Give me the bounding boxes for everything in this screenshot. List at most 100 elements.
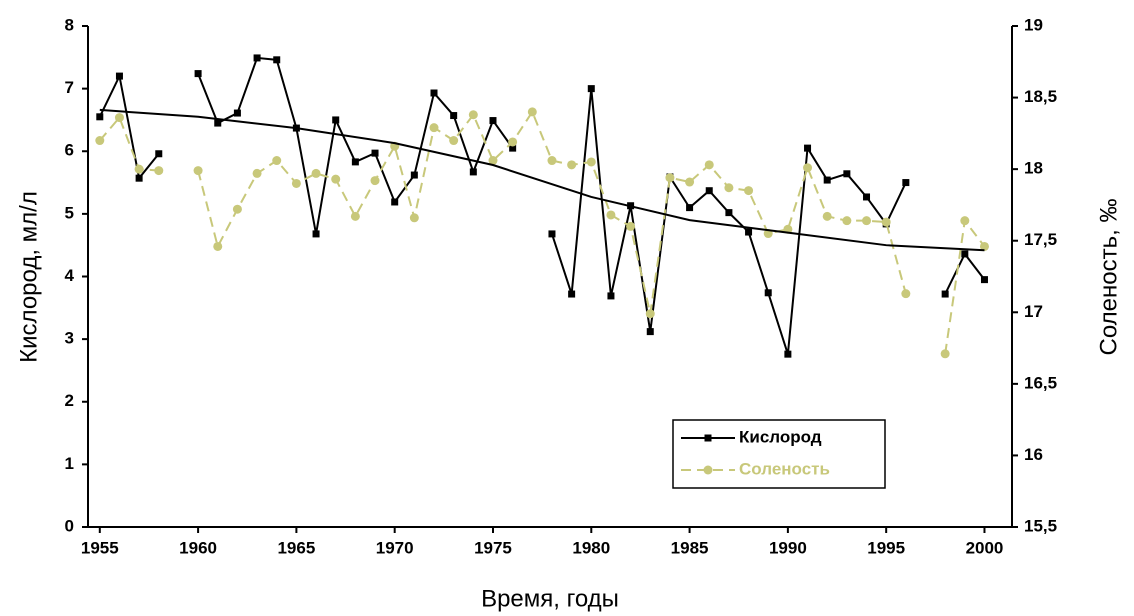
data-point: [744, 186, 754, 196]
data-point: [429, 123, 439, 133]
data-point: [961, 250, 969, 258]
data-point: [469, 168, 477, 176]
data-point: [468, 110, 478, 120]
data-point: [803, 163, 813, 173]
data-point: [331, 174, 341, 184]
y2-tick-label: 16,5: [1024, 373, 1057, 392]
x-tick-label: 1995: [867, 538, 905, 557]
data-point: [371, 149, 379, 157]
legend-label: Соленость: [739, 459, 830, 478]
data-point: [95, 136, 105, 146]
y-tick-label: 2: [65, 391, 74, 410]
legend-marker: [704, 434, 712, 442]
legend-marker: [703, 465, 713, 475]
data-point: [527, 107, 537, 117]
data-point: [115, 72, 123, 80]
data-point: [587, 85, 595, 93]
data-point: [350, 211, 360, 221]
y-tick-label: 5: [65, 203, 74, 222]
series-line: [99, 108, 985, 252]
data-point: [135, 174, 143, 182]
x-tick-label: 1960: [179, 538, 217, 557]
data-point: [725, 209, 733, 217]
data-point: [273, 56, 281, 64]
y2-axis-title: Соленость, ‰: [1095, 199, 1122, 356]
data-point: [193, 166, 203, 176]
data-point: [488, 156, 498, 166]
data-point: [941, 290, 949, 298]
data-point: [155, 150, 163, 158]
x-tick-label: 1975: [474, 538, 512, 557]
x-tick-label: 1980: [572, 538, 610, 557]
data-point: [901, 289, 911, 299]
series-line: [944, 218, 986, 354]
y-tick-label: 0: [65, 516, 74, 535]
series-line: [944, 252, 986, 295]
data-point: [940, 349, 950, 359]
series-line: [197, 109, 907, 314]
data-point: [489, 117, 497, 125]
data-point: [232, 204, 242, 214]
y2-tick-label: 15,5: [1024, 516, 1057, 535]
data-point: [724, 183, 734, 193]
y2-tick-label: 18,5: [1024, 87, 1057, 106]
data-point: [567, 160, 577, 170]
data-point: [291, 178, 301, 188]
data-point: [586, 157, 596, 167]
data-point: [863, 193, 871, 201]
data-point: [430, 89, 438, 97]
data-point: [705, 187, 713, 195]
data-point: [804, 144, 812, 152]
data-point: [114, 113, 124, 123]
data-point: [449, 136, 459, 146]
data-point: [842, 216, 852, 226]
data-point: [784, 350, 792, 358]
data-point: [960, 216, 970, 226]
data-point: [548, 230, 556, 238]
y-tick-label: 3: [65, 329, 74, 348]
data-point: [626, 221, 636, 231]
data-point: [902, 179, 910, 187]
data-point: [332, 116, 340, 124]
y2-tick-label: 16: [1024, 445, 1043, 464]
data-point: [272, 156, 282, 166]
data-point: [370, 176, 380, 186]
x-tick-label: 2000: [966, 538, 1004, 557]
data-point: [881, 217, 891, 227]
series-line: [98, 72, 160, 181]
y-tick-label: 8: [65, 15, 74, 34]
y-tick-label: 6: [65, 141, 74, 160]
data-point: [685, 177, 695, 187]
data-point: [665, 173, 675, 183]
data-point: [252, 168, 262, 178]
y2-tick-label: 18: [1024, 159, 1043, 178]
data-point: [409, 213, 419, 223]
data-point: [686, 204, 694, 212]
data-point: [253, 54, 261, 62]
data-point: [96, 113, 104, 121]
data-point: [214, 119, 222, 127]
data-point: [508, 137, 518, 147]
data-point: [646, 328, 654, 336]
y-tick-label: 1: [65, 454, 74, 473]
data-point: [154, 166, 164, 176]
data-point: [547, 156, 557, 166]
data-point: [351, 158, 359, 166]
data-point: [233, 109, 241, 117]
x-tick-label: 1990: [769, 538, 807, 557]
data-point: [568, 290, 576, 298]
data-point: [645, 309, 655, 319]
x-axis-title: Время, годы: [481, 585, 619, 612]
y2-tick-label: 19: [1024, 15, 1043, 34]
data-point: [823, 176, 831, 184]
data-point: [410, 171, 418, 179]
x-tick-label: 1955: [81, 538, 119, 557]
x-tick-label: 1965: [277, 538, 315, 557]
legend-box: [672, 419, 886, 489]
data-point: [194, 70, 202, 78]
data-point: [213, 241, 223, 251]
data-point: [843, 170, 851, 178]
data-point: [312, 230, 320, 238]
data-point: [979, 241, 989, 251]
